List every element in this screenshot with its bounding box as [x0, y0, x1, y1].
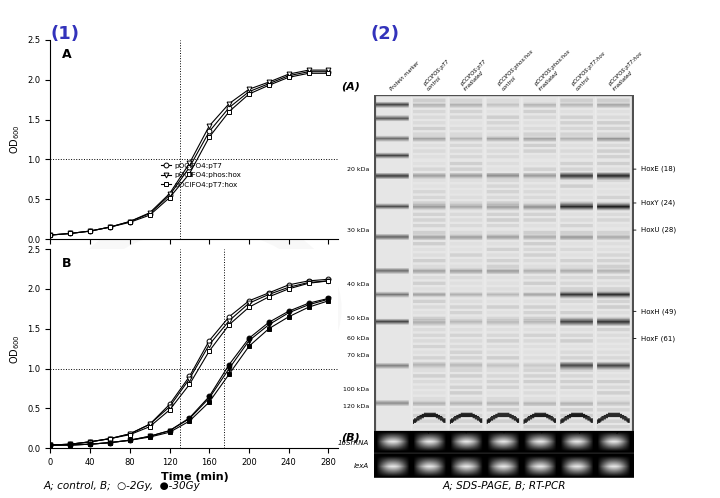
- pOCIFO4:pT7:hox: [166, 195, 174, 201]
- pOCIFO4:pT7:hox: [225, 109, 233, 115]
- pOCIFO4:phos:hox: [245, 86, 253, 92]
- Line: pOCIFO4:phos:hox: pOCIFO4:phos:hox: [48, 68, 331, 238]
- X-axis label: Time (min): Time (min): [161, 473, 228, 483]
- pOCIFO4:pT7: [324, 69, 333, 75]
- pOCIFO4:pT7: [46, 232, 55, 238]
- pOCIFO4:phos:hox: [305, 67, 313, 73]
- pOCIFO4:pT7: [106, 224, 114, 230]
- Text: (1): (1): [50, 25, 79, 43]
- pOCIFO4:pT7: [66, 231, 75, 237]
- pOCIFO4:pT7:hox: [66, 231, 75, 237]
- pOCIFO4:phos:hox: [145, 210, 154, 216]
- pOCIFO4:phos:hox: [166, 191, 174, 197]
- Text: pCCIFOS:pT7:hox
irradiated: pCCIFOS:pT7:hox irradiated: [608, 51, 647, 91]
- Text: 50 kDa: 50 kDa: [347, 316, 369, 321]
- Text: pCCIFOS:phos:hox
irradiated: pCCIFOS:phos:hox irradiated: [534, 49, 575, 91]
- pOCIFO4:pT7: [205, 128, 214, 134]
- Legend: pOCIFO4:pT7, pOCIFO4:phos:hox, pOCIFO4:pT7:hox: pOCIFO4:pT7, pOCIFO4:phos:hox, pOCIFO4:p…: [158, 160, 244, 191]
- Text: HoxY (24): HoxY (24): [642, 200, 675, 206]
- Text: pCCIFOS:pT7:hox
control: pCCIFOS:pT7:hox control: [570, 51, 611, 91]
- pOCIFO4:pT7:hox: [205, 134, 214, 140]
- Text: 40 kDa: 40 kDa: [347, 282, 369, 287]
- Text: Protein marker: Protein marker: [390, 60, 420, 91]
- Line: pOCIFO4:pT7: pOCIFO4:pT7: [48, 69, 331, 238]
- pOCIFO4:pT7: [125, 219, 134, 225]
- Text: HoxE (18): HoxE (18): [642, 166, 676, 172]
- pOCIFO4:pT7:hox: [106, 224, 114, 230]
- Text: 120 kDa: 120 kDa: [343, 404, 369, 409]
- pOCIFO4:phos:hox: [264, 79, 273, 85]
- pOCIFO4:pT7: [264, 81, 273, 87]
- pOCIFO4:pT7:hox: [324, 70, 333, 76]
- pOCIFO4:phos:hox: [46, 232, 55, 238]
- Text: HoxU (28): HoxU (28): [642, 227, 677, 234]
- Text: (2): (2): [371, 25, 400, 43]
- pOCIFO4:phos:hox: [324, 67, 333, 73]
- Text: 16SrRNA: 16SrRNA: [338, 440, 369, 446]
- pOCIFO4:pT7:hox: [125, 219, 134, 225]
- Text: 20 kDa: 20 kDa: [347, 167, 369, 172]
- Y-axis label: OD$_{600}$: OD$_{600}$: [8, 124, 22, 154]
- pOCIFO4:phos:hox: [225, 101, 233, 107]
- pOCIFO4:pT7:hox: [245, 91, 253, 97]
- pOCIFO4:pT7:hox: [185, 171, 194, 177]
- Text: HoxH (49): HoxH (49): [642, 308, 677, 315]
- pOCIFO4:pT7:hox: [46, 232, 55, 238]
- Text: 100 kDa: 100 kDa: [343, 387, 369, 392]
- pOCIFO4:pT7:hox: [284, 74, 293, 80]
- Text: A; control, B;  ○-2Gy,  ●-30Gy: A; control, B; ○-2Gy, ●-30Gy: [44, 481, 201, 491]
- pOCIFO4:pT7: [245, 89, 253, 95]
- Text: B: B: [62, 257, 71, 270]
- Text: 30 kDa: 30 kDa: [347, 228, 369, 233]
- Text: pCCIFOS:pT7
control: pCCIFOS:pT7 control: [423, 59, 454, 91]
- pOCIFO4:phos:hox: [185, 160, 194, 166]
- pOCIFO4:pT7:hox: [264, 82, 273, 88]
- Text: (B): (B): [341, 433, 360, 443]
- Text: pCCIFOS:phos:hox
control: pCCIFOS:phos:hox control: [496, 49, 539, 91]
- pOCIFO4:pT7: [284, 73, 293, 79]
- pOCIFO4:pT7: [225, 105, 233, 111]
- Text: pCCIFOS:pT7
irradiated: pCCIFOS:pT7 irradiated: [459, 59, 491, 91]
- pOCIFO4:phos:hox: [125, 219, 134, 225]
- pOCIFO4:pT7: [145, 211, 154, 217]
- pOCIFO4:pT7:hox: [86, 228, 94, 234]
- pOCIFO4:pT7: [185, 164, 194, 170]
- pOCIFO4:phos:hox: [86, 228, 94, 234]
- pOCIFO4:pT7:hox: [305, 70, 313, 76]
- Text: A: A: [62, 48, 71, 61]
- Text: A; SDS-PAGE, B; RT-PCR: A; SDS-PAGE, B; RT-PCR: [442, 481, 566, 491]
- pOCIFO4:phos:hox: [205, 123, 214, 129]
- pOCIFO4:pT7: [305, 69, 313, 75]
- pOCIFO4:pT7:hox: [145, 212, 154, 218]
- Text: (A): (A): [341, 82, 360, 92]
- Text: HoxF (61): HoxF (61): [642, 335, 675, 342]
- Line: pOCIFO4:pT7:hox: pOCIFO4:pT7:hox: [48, 71, 331, 238]
- pOCIFO4:phos:hox: [106, 224, 114, 230]
- pOCIFO4:phos:hox: [284, 71, 293, 77]
- Text: 70 kDa: 70 kDa: [347, 353, 369, 358]
- pOCIFO4:phos:hox: [66, 231, 75, 237]
- Text: 60 kDa: 60 kDa: [347, 336, 369, 341]
- pOCIFO4:pT7: [86, 228, 94, 234]
- Text: lexA: lexA: [354, 463, 369, 469]
- pOCIFO4:pT7: [166, 192, 174, 198]
- Y-axis label: OD$_{600}$: OD$_{600}$: [8, 334, 22, 364]
